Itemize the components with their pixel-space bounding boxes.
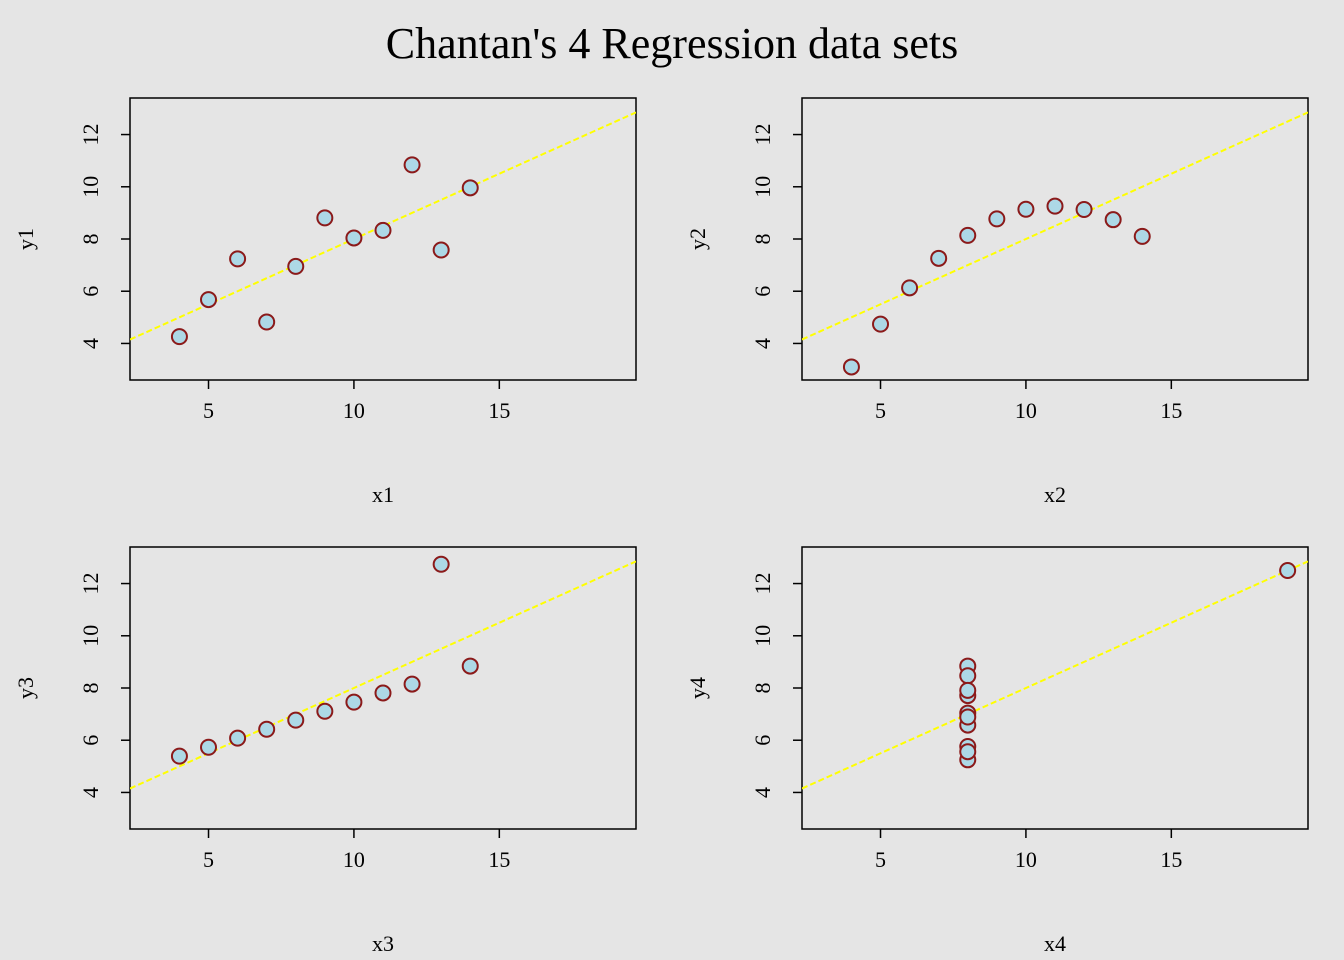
data-point [988, 210, 1006, 228]
y-tick-label: 6 [78, 735, 103, 746]
data-point [229, 250, 247, 268]
y-tick-label: 8 [750, 234, 775, 245]
data-point [345, 229, 363, 247]
y-tick-label: 10 [78, 176, 103, 198]
x-tick-label: 15 [488, 847, 510, 872]
x-tick-label: 15 [488, 398, 510, 423]
data-point [200, 738, 218, 756]
x-tick-label: 5 [203, 847, 214, 872]
panel-1: 5 10 15 4 6 8 10 12 x1 y1 [13, 97, 637, 507]
data-point [316, 209, 334, 227]
y-tick-label: 12 [750, 124, 775, 146]
data-point [374, 684, 392, 702]
x-tick-label: 5 [203, 398, 214, 423]
data-point [316, 702, 334, 720]
data-point [872, 315, 890, 333]
data-point [930, 249, 948, 267]
x-tick-label: 10 [1015, 398, 1037, 423]
y-tick-label: 8 [750, 683, 775, 694]
y-tick-label: 12 [750, 573, 775, 595]
data-point [1104, 211, 1122, 229]
y-tick-label: 8 [78, 683, 103, 694]
x-axis-label: x1 [372, 482, 394, 507]
y-tick-label: 6 [750, 735, 775, 746]
x-tick-label: 10 [343, 847, 365, 872]
y-tick-label: 12 [78, 124, 103, 146]
data-point [959, 667, 977, 685]
data-point [1017, 200, 1035, 218]
data-point [432, 241, 450, 259]
y-tick-label: 4 [78, 787, 103, 798]
x-axis-label: x3 [372, 931, 394, 956]
x-axis-label: x2 [1044, 482, 1066, 507]
data-point [1279, 562, 1297, 579]
data-point [959, 708, 977, 726]
y-axis-label: y4 [685, 677, 710, 699]
data-point [461, 179, 479, 197]
data-point [1046, 197, 1064, 215]
fit-line [802, 560, 1308, 790]
data-point [901, 279, 919, 297]
data-point [432, 555, 450, 573]
data-point [1133, 227, 1151, 245]
x-tick-label: 15 [1160, 847, 1182, 872]
y-axis-label: y3 [13, 677, 38, 699]
data-point [229, 729, 247, 747]
panel-2: 5 10 15 4 6 8 10 12 x2 y2 [685, 97, 1309, 507]
data-point [461, 657, 479, 675]
panel-3: 5 10 15 4 6 8 10 12 x3 y3 [13, 546, 637, 956]
x-tick-label: 5 [875, 398, 886, 423]
y-tick-label: 8 [78, 234, 103, 245]
data-point [287, 711, 305, 729]
data-point [403, 156, 421, 174]
data-point [200, 291, 218, 309]
main-title: Chantan's 4 Regression data sets [386, 19, 959, 68]
data-point [959, 681, 977, 699]
y-tick-label: 12 [78, 573, 103, 595]
x-tick-label: 15 [1160, 398, 1182, 423]
x-tick-label: 10 [343, 398, 365, 423]
y-tick-label: 10 [750, 625, 775, 647]
panel-4: 5 10 15 4 6 8 10 12 x4 y4 [685, 546, 1309, 956]
data-point [345, 693, 363, 711]
y-tick-label: 4 [78, 338, 103, 349]
panels: 5 10 15 4 6 8 10 12 x1 y1 5 10 15 4 6 8 10 12 x2 y2 5 10 15 4 6 8… [13, 97, 1309, 956]
y-tick-label: 4 [750, 338, 775, 349]
y-axis-label: y1 [13, 228, 38, 250]
data-point [403, 675, 421, 693]
y-tick-label: 4 [750, 787, 775, 798]
data-point [842, 358, 860, 376]
data-point [258, 313, 276, 331]
y-tick-label: 10 [750, 176, 775, 198]
data-point [374, 221, 392, 239]
y-tick-label: 10 [78, 625, 103, 647]
x-tick-label: 10 [1015, 847, 1037, 872]
data-point [258, 720, 276, 738]
y-tick-label: 6 [78, 286, 103, 297]
data-point [959, 226, 977, 244]
data-point [959, 743, 977, 761]
data-point [170, 328, 188, 346]
y-tick-label: 6 [750, 286, 775, 297]
data-point [170, 747, 188, 765]
y-axis-label: y2 [685, 228, 710, 250]
x-axis-label: x4 [1044, 931, 1066, 956]
fit-line [802, 111, 1308, 341]
data-point [287, 257, 305, 275]
x-tick-label: 5 [875, 847, 886, 872]
data-point [1075, 200, 1093, 218]
